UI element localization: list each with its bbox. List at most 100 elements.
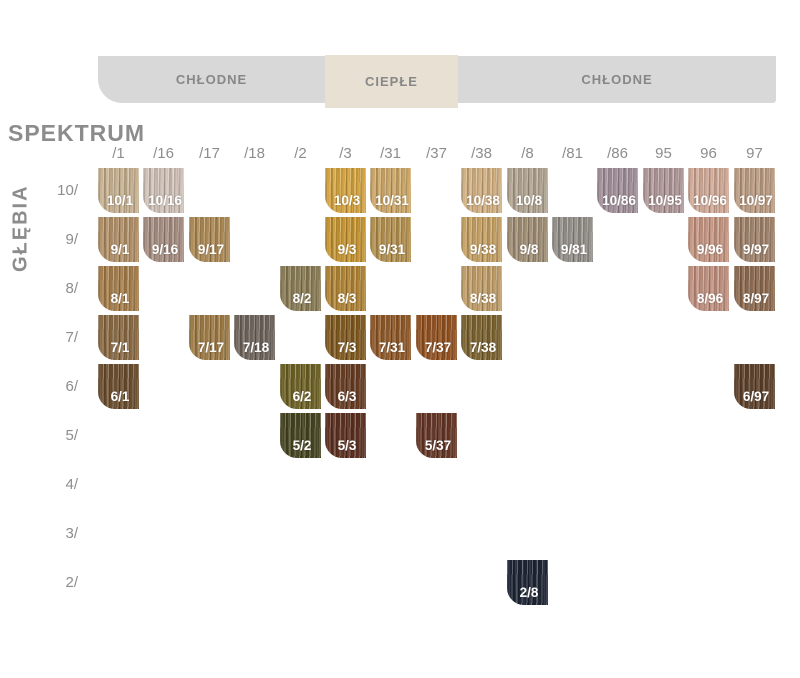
swatch-label: 10/96 xyxy=(693,193,727,208)
color-swatch-8-38[interactable]: 8/38 xyxy=(461,266,502,311)
tone-band-cool-left: CHŁODNE xyxy=(98,56,325,103)
swatch-label: 8/38 xyxy=(469,291,497,306)
color-swatch-8-3[interactable]: 8/3 xyxy=(325,266,366,311)
row-label-2: 2/ xyxy=(65,574,78,591)
swatch-label: 9/31 xyxy=(378,242,406,257)
swatch-label: 10/95 xyxy=(648,193,682,208)
color-swatch-8-2[interactable]: 8/2 xyxy=(280,266,321,311)
column-header-38: /38 xyxy=(471,145,492,162)
swatch-label: 10/1 xyxy=(106,193,134,208)
swatch-label: 9/38 xyxy=(469,242,497,257)
row-label-6: 6/ xyxy=(65,378,78,395)
swatch-label: 6/1 xyxy=(110,389,130,404)
color-swatch-9-38[interactable]: 9/38 xyxy=(461,217,502,262)
color-swatch-7-31[interactable]: 7/31 xyxy=(370,315,411,360)
swatch-label: 6/2 xyxy=(292,389,312,404)
column-header-18: /18 xyxy=(244,145,265,162)
swatch-label: 7/1 xyxy=(110,340,130,355)
depth-axis-title: GŁĘBIA xyxy=(9,184,32,272)
color-swatch-6-97[interactable]: 6/97 xyxy=(734,364,775,409)
color-swatch-5-37[interactable]: 5/37 xyxy=(416,413,457,458)
swatch-label: 9/8 xyxy=(519,242,539,257)
swatch-label: 10/31 xyxy=(375,193,409,208)
color-swatch-10-86[interactable]: 10/86 xyxy=(597,168,638,213)
color-swatch-9-81[interactable]: 9/81 xyxy=(552,217,593,262)
color-swatch-5-3[interactable]: 5/3 xyxy=(325,413,366,458)
color-swatch-6-3[interactable]: 6/3 xyxy=(325,364,366,409)
row-label-5: 5/ xyxy=(65,427,78,444)
column-header-97: 97 xyxy=(746,145,763,162)
color-swatch-7-18[interactable]: 7/18 xyxy=(234,315,275,360)
swatch-label: 9/97 xyxy=(742,242,770,257)
color-swatch-9-8[interactable]: 9/8 xyxy=(507,217,548,262)
color-swatch-9-31[interactable]: 9/31 xyxy=(370,217,411,262)
color-swatch-2-8[interactable]: 2/8 xyxy=(507,560,548,605)
swatch-label: 7/3 xyxy=(337,340,357,355)
spectrum-axis-title: SPEKTRUM xyxy=(8,120,146,146)
color-swatch-7-17[interactable]: 7/17 xyxy=(189,315,230,360)
color-swatch-10-3[interactable]: 10/3 xyxy=(325,168,366,213)
swatch-label: 7/17 xyxy=(197,340,225,355)
tone-band-label: CHŁODNE xyxy=(175,72,248,87)
color-swatch-10-16[interactable]: 10/16 xyxy=(143,168,184,213)
tone-band-label: CHŁODNE xyxy=(581,72,653,87)
column-header-3: /3 xyxy=(339,145,352,162)
column-header-37: /37 xyxy=(426,145,447,162)
swatch-label: 9/16 xyxy=(151,242,179,257)
color-swatch-10-38[interactable]: 10/38 xyxy=(461,168,502,213)
swatch-label: 10/38 xyxy=(466,193,500,208)
column-header-2: /2 xyxy=(294,145,307,162)
column-header-81: /81 xyxy=(562,145,583,162)
color-swatch-9-97[interactable]: 9/97 xyxy=(734,217,775,262)
color-swatch-9-16[interactable]: 9/16 xyxy=(143,217,184,262)
color-swatch-9-1[interactable]: 9/1 xyxy=(98,217,139,262)
swatch-label: 10/86 xyxy=(602,193,636,208)
color-swatch-9-17[interactable]: 9/17 xyxy=(189,217,230,262)
swatch-label: 7/31 xyxy=(378,340,406,355)
row-label-3: 3/ xyxy=(65,525,78,542)
tone-band-label: CIEPŁE xyxy=(365,74,418,89)
color-swatch-5-2[interactable]: 5/2 xyxy=(280,413,321,458)
swatch-label: 9/96 xyxy=(696,242,724,257)
color-swatch-10-8[interactable]: 10/8 xyxy=(507,168,548,213)
swatch-label: 10/3 xyxy=(333,193,361,208)
color-swatch-7-37[interactable]: 7/37 xyxy=(416,315,457,360)
swatch-label: 6/3 xyxy=(337,389,357,404)
tone-band-cool-right: CHŁODNE xyxy=(458,56,776,103)
color-swatch-6-1[interactable]: 6/1 xyxy=(98,364,139,409)
color-swatch-7-38[interactable]: 7/38 xyxy=(461,315,502,360)
row-label-10: 10/ xyxy=(57,182,78,199)
color-swatch-10-95[interactable]: 10/95 xyxy=(643,168,684,213)
color-swatch-10-31[interactable]: 10/31 xyxy=(370,168,411,213)
color-swatch-8-97[interactable]: 8/97 xyxy=(734,266,775,311)
color-swatch-8-96[interactable]: 8/96 xyxy=(688,266,729,311)
tone-band-warm: CIEPŁE xyxy=(325,55,458,108)
color-swatch-9-3[interactable]: 9/3 xyxy=(325,217,366,262)
swatch-label: 8/1 xyxy=(110,291,130,306)
color-swatch-7-1[interactable]: 7/1 xyxy=(98,315,139,360)
column-header-95: 95 xyxy=(655,145,672,162)
color-swatch-9-96[interactable]: 9/96 xyxy=(688,217,729,262)
swatch-label: 7/38 xyxy=(469,340,497,355)
color-swatch-7-3[interactable]: 7/3 xyxy=(325,315,366,360)
color-swatch-10-97[interactable]: 10/97 xyxy=(734,168,775,213)
swatch-label: 5/2 xyxy=(292,438,312,453)
column-header-16: /16 xyxy=(153,145,174,162)
color-swatch-10-96[interactable]: 10/96 xyxy=(688,168,729,213)
row-label-8: 8/ xyxy=(65,280,78,297)
swatch-label: 10/8 xyxy=(515,193,543,208)
swatch-label: 9/1 xyxy=(110,242,130,257)
color-swatch-10-1[interactable]: 10/1 xyxy=(98,168,139,213)
column-header-86: /86 xyxy=(607,145,628,162)
swatch-label: 2/8 xyxy=(519,585,539,600)
swatch-label: 8/2 xyxy=(292,291,312,306)
swatch-label: 6/97 xyxy=(742,389,770,404)
column-header-96: 96 xyxy=(700,145,717,162)
swatch-label: 5/37 xyxy=(424,438,452,453)
swatch-label: 9/81 xyxy=(560,242,588,257)
color-swatch-6-2[interactable]: 6/2 xyxy=(280,364,321,409)
color-swatch-8-1[interactable]: 8/1 xyxy=(98,266,139,311)
column-header-31: /31 xyxy=(380,145,401,162)
row-label-4: 4/ xyxy=(65,476,78,493)
